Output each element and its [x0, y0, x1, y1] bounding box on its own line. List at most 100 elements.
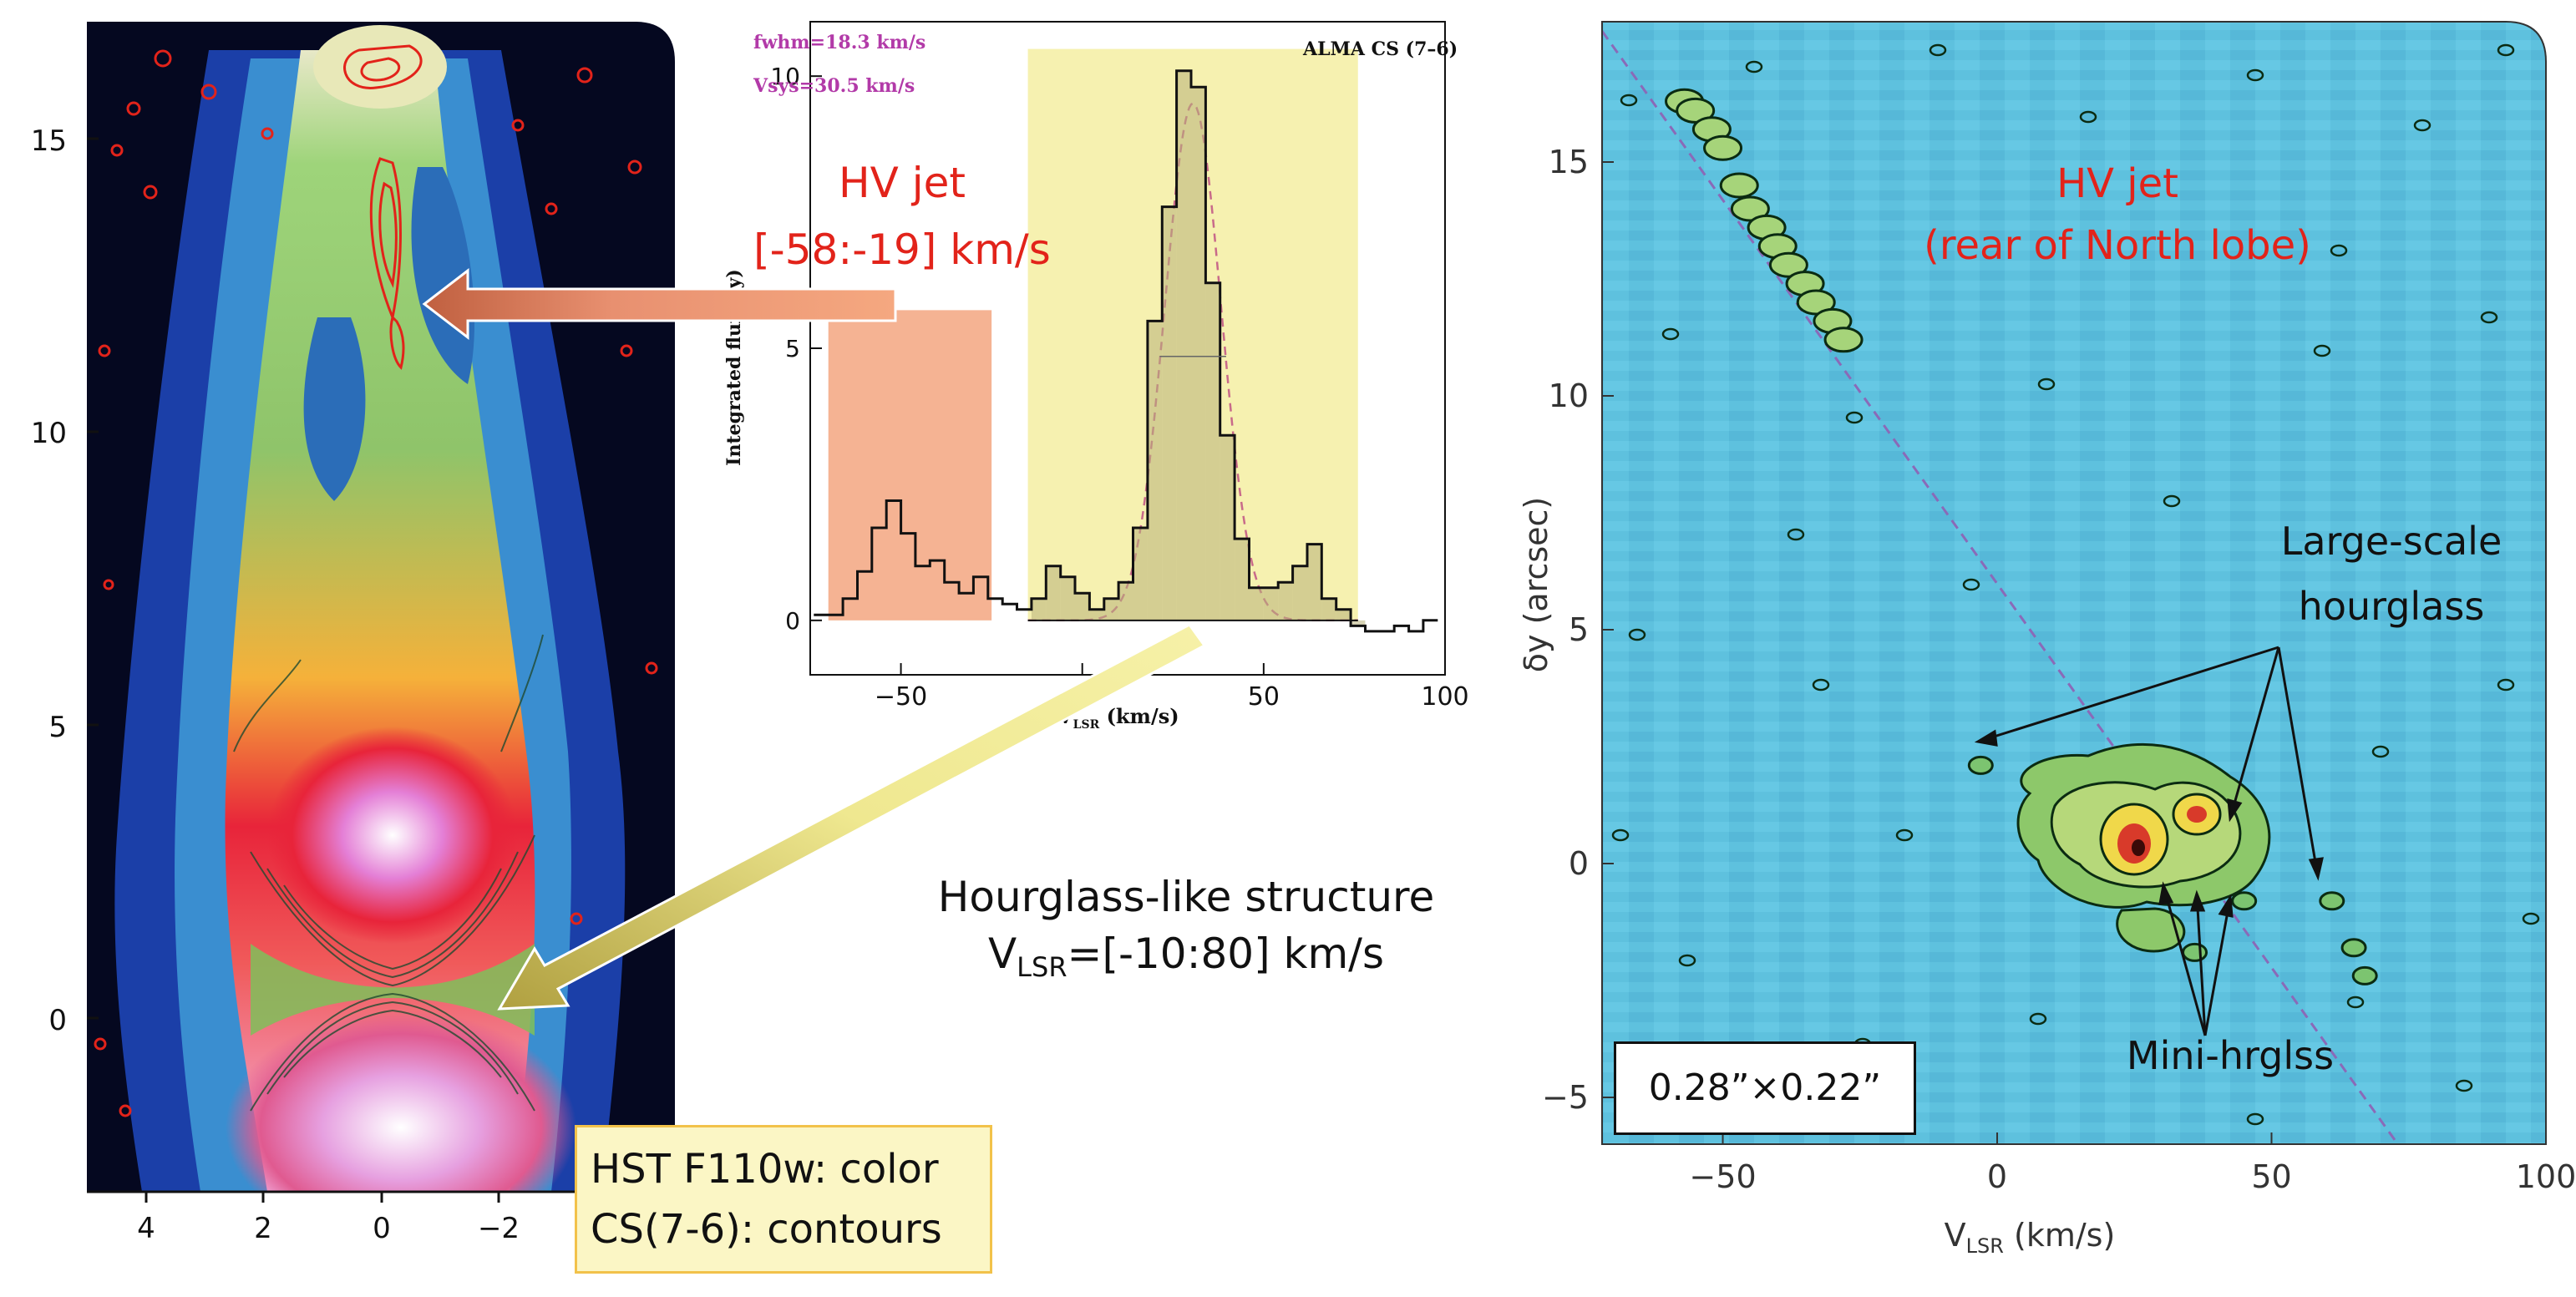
noise-contour [1845, 411, 1864, 424]
hv-jet-range: [-58:-19] km/s [753, 225, 1051, 274]
noise-contour [2037, 377, 2056, 391]
flux-bin [1176, 70, 1191, 621]
spectrum-ytick-label: 5 [785, 335, 800, 362]
left-y-tick-15: 15 [31, 124, 67, 158]
hourglass-caption-title: Hourglass-like structure [937, 873, 1435, 921]
pv-ytick-label: 5 [1569, 611, 1589, 648]
spectrum-xtick-label: 50 [1248, 682, 1280, 712]
noise-contour [1620, 94, 1638, 107]
flux-bin [1103, 598, 1119, 621]
noise-contour [2330, 244, 2348, 257]
pv-ytick-label: 0 [1569, 845, 1589, 882]
pv-emission-knot [2182, 942, 2208, 962]
left-x-tick-m2: −2 [478, 1212, 520, 1245]
noise-contour [2163, 494, 2181, 508]
pv-emission-knot [1823, 327, 1864, 353]
flux-bin [1292, 565, 1307, 621]
pv-emission-knot [2351, 965, 2378, 985]
flux-bin [1191, 87, 1206, 621]
left-x-tick-0: 0 [373, 1212, 391, 1245]
hst-image: 15 10 5 0 4 2 0 −2 [31, 22, 675, 1245]
flux-bin [1046, 565, 1061, 621]
spectrum-ytick-label: 0 [785, 607, 800, 635]
hst-caption-contours: CS(7-6): contours [591, 1206, 942, 1253]
flux-bin [1278, 582, 1293, 621]
noise-contour [1661, 327, 1680, 341]
left-x-tick-2: 2 [254, 1212, 272, 1245]
noise-contour [2346, 996, 2365, 1009]
flux-bin [1162, 206, 1177, 621]
left-y-tick-0: 0 [48, 1004, 67, 1037]
flux-bin [1147, 321, 1163, 621]
pv-emission-knot [2319, 891, 2345, 911]
noise-contour [1929, 43, 1947, 57]
band-hv-jet [828, 310, 992, 621]
noise-contour [2313, 344, 2331, 357]
flux-bin [1205, 282, 1220, 621]
annotation-arrows [1974, 646, 2324, 1036]
flux-bin [1321, 598, 1336, 621]
flux-bin [1235, 539, 1250, 621]
noise-contour [2371, 745, 2390, 758]
pv-emission-knot [1719, 172, 1759, 199]
spectrum-svg: −50 0 50 100 0 5 10 ALMA CS (7–6) fwhm=18.3 km… [723, 21, 1469, 732]
noise-contour [2480, 311, 2498, 324]
noise-contour [2522, 912, 2540, 925]
left-y-tick-5: 5 [48, 711, 67, 744]
left-x-tick-4: 4 [137, 1212, 155, 1245]
flux-bin [1336, 609, 1351, 621]
pv-emission-knot [1967, 755, 1994, 775]
left-y-tick-10: 10 [31, 417, 67, 450]
pv-xtick-label: −50 [1689, 1158, 1756, 1195]
noise-contour [2029, 1012, 2047, 1026]
pv-emission-knot [2340, 938, 2367, 958]
pv-ytick-label: 15 [1549, 144, 1589, 180]
spectrum-chart: −50 0 50 100 0 5 10 ALMA CS (7–6) fwhm=18.3 km… [685, 0, 1487, 752]
pv-dashed-line [1602, 30, 2399, 1144]
flux-bin [1031, 598, 1047, 621]
noise-contour [2413, 119, 2431, 132]
pv-diagram: −50 0 50 100 15 10 5 0 −5 HV jet (rear of North … [1504, 0, 2576, 1294]
flux-bin [1075, 593, 1090, 621]
noise-contour [1962, 578, 1980, 591]
pv-xtick-label: 0 [1987, 1158, 2007, 1195]
pv-ylabel: δy (arcsec) [1518, 497, 1554, 673]
pv-emission-knot [1703, 134, 1743, 161]
vsys-annotation: Vsys=30.5 km/s [753, 75, 915, 97]
flux-bin [1133, 528, 1148, 621]
pv-ytick-label: 10 [1549, 377, 1589, 414]
large-scale-label: Large-scale [2281, 519, 2502, 564]
spectrum-ytick-label: 10 [770, 63, 800, 90]
pv-xtick-label: 50 [2251, 1158, 2291, 1195]
hst-caption-color: HST F110w: color [591, 1146, 939, 1193]
noise-contour [1611, 828, 1630, 842]
spectrum-xtick-label: 100 [1421, 682, 1468, 712]
flux-bin [1118, 582, 1133, 621]
noise-contour [2246, 1112, 2264, 1126]
flux-bin [1249, 587, 1264, 621]
beam-size-label: 0.28”×0.22” [1614, 1041, 1916, 1135]
flux-bin [1060, 576, 1076, 621]
pv-ytick-label: −5 [1542, 1079, 1589, 1116]
noise-contour [1745, 60, 1763, 73]
hv-jet-label-left: HV jet [-58:-19] km/s [753, 159, 1051, 274]
pv-hv-jet-label: HV jet [2056, 160, 2178, 207]
hourglass-caption-range: VLSR=[-10:80] km/s [987, 930, 1385, 983]
hst-caption-box: HST F110w: color CS(7-6): contours [575, 1125, 992, 1274]
noise-contour [1812, 678, 1830, 692]
noise-contour [1895, 828, 1914, 842]
flux-bin [1263, 587, 1279, 621]
noise-contour [2079, 110, 2097, 124]
mini-hourglass-label: Mini-hrglss [2127, 1033, 2334, 1078]
spectrum-step-line [814, 69, 1438, 633]
pv-frame [1601, 21, 2547, 1145]
flux-bin [1351, 620, 1366, 626]
hv-jet-title: HV jet [839, 159, 966, 207]
noise-contour [2246, 68, 2264, 82]
hourglass-label: hourglass [2299, 584, 2485, 629]
flux-bin [1306, 544, 1322, 621]
noise-contour [2497, 43, 2515, 57]
pv-xtick-label: 100 [2516, 1158, 2576, 1195]
central-emission [2016, 742, 2271, 953]
